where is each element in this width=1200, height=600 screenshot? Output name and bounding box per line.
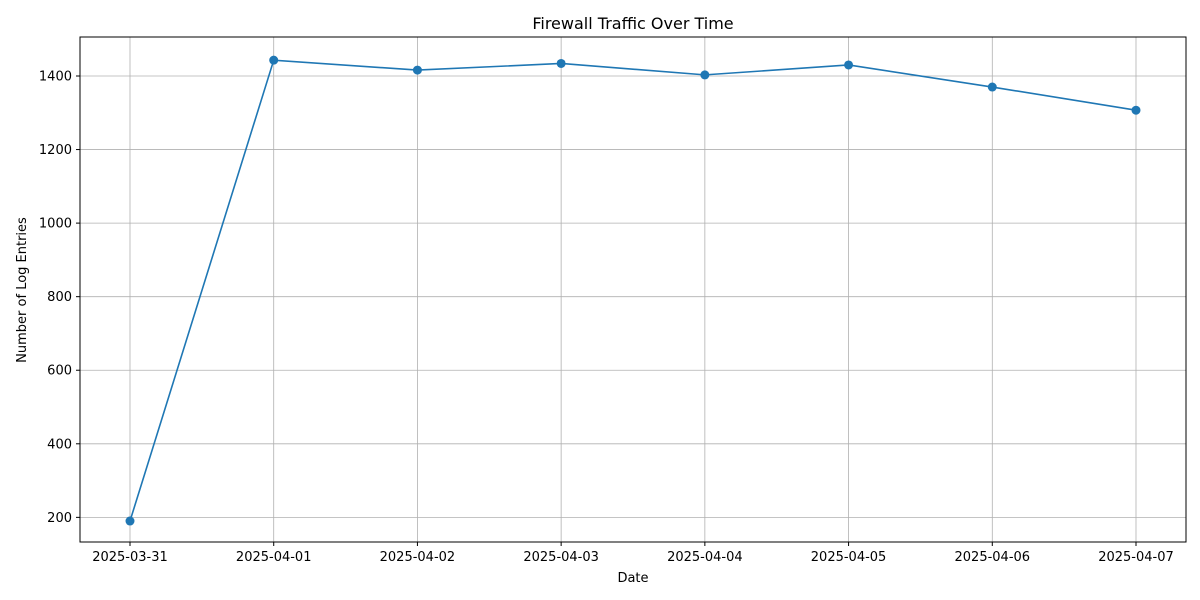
data-point: [700, 70, 710, 80]
plot-frame: [79, 36, 1187, 543]
data-point: [269, 55, 279, 65]
y-axis-label: Number of Log Entries: [15, 217, 30, 363]
y-tick-label: 800: [47, 290, 72, 305]
data-point: [1131, 105, 1141, 115]
data-point: [412, 65, 422, 75]
y-tick-label: 400: [47, 437, 72, 452]
x-tick-label: 2025-04-01: [236, 550, 312, 565]
data-point: [844, 60, 854, 70]
series: [125, 55, 1141, 526]
x-tick-label: 2025-04-02: [380, 550, 456, 565]
x-tick-label: 2025-04-05: [811, 550, 887, 565]
grid: [80, 37, 1186, 542]
axis-ticks: 2025-03-31 2025-04-01 2025-04-02 2025-04-03…: [39, 69, 1174, 565]
x-tick-label: 2025-03-31: [92, 550, 168, 565]
x-tick-label: 2025-04-06: [955, 550, 1031, 565]
x-axis-label: Date: [617, 571, 648, 586]
data-point: [987, 82, 997, 92]
x-tick-label: 2025-04-03: [523, 550, 599, 565]
y-tick-label: 200: [47, 511, 72, 526]
y-tick-label: 1200: [39, 143, 72, 158]
chart-title: Firewall Traffic Over Time: [532, 14, 733, 33]
data-point: [125, 516, 135, 526]
x-tick-label: 2025-04-07: [1098, 550, 1174, 565]
y-tick-label: 1000: [39, 217, 72, 232]
data-point: [556, 58, 566, 68]
y-tick-label: 600: [47, 364, 72, 379]
series-line: [129, 59, 1137, 522]
y-tick-label: 1400: [39, 69, 72, 84]
x-tick-label: 2025-04-04: [667, 550, 743, 565]
